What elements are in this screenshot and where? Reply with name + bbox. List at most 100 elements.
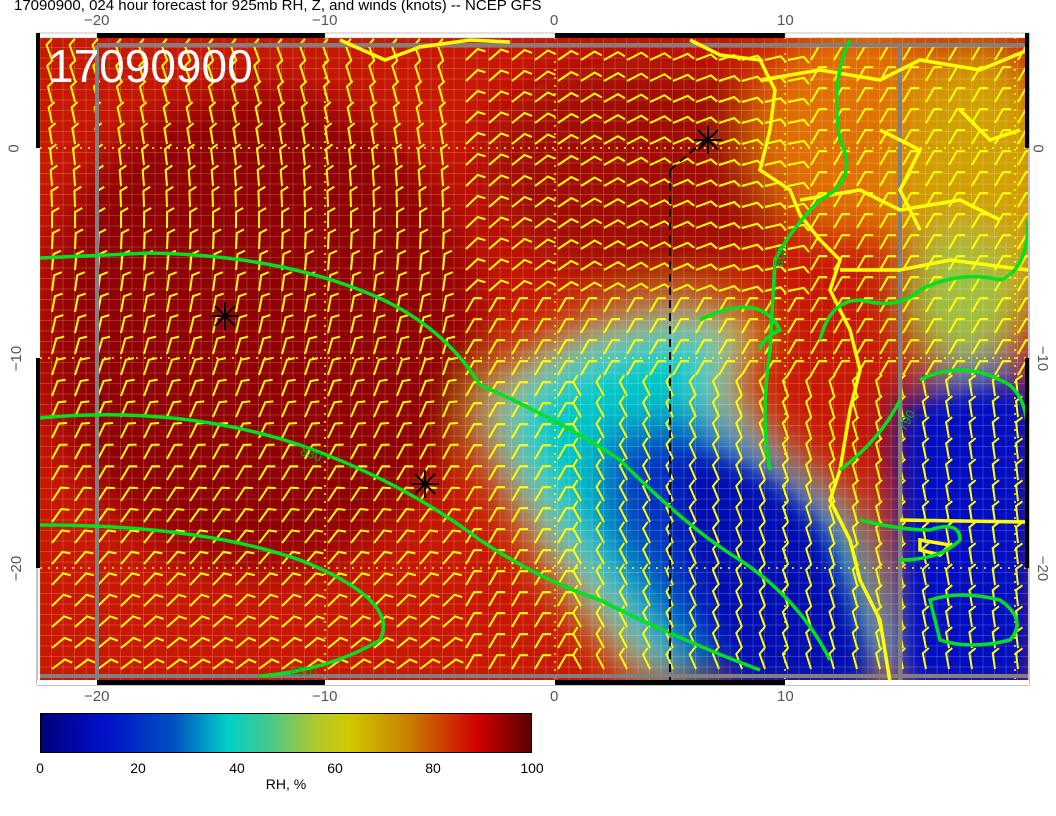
- wind-barb: [833, 360, 851, 376]
- wind-barb: [258, 249, 269, 271]
- wind-barb: [97, 378, 112, 397]
- wind-barb: [968, 395, 977, 418]
- wind-barb: [711, 479, 720, 502]
- wind-barb: [688, 374, 697, 397]
- wind-barb: [257, 185, 266, 208]
- wind-barb: [419, 378, 434, 397]
- wind-barb: [370, 122, 379, 145]
- wind-barb: [465, 47, 486, 61]
- wind-barb: [74, 465, 92, 481]
- wind-barb: [116, 101, 125, 124]
- wind-barb: [442, 378, 457, 397]
- wind-barb: [781, 605, 790, 628]
- wind-barb: [350, 486, 368, 502]
- wind-barb: [189, 335, 203, 355]
- wind-barb: [875, 647, 883, 670]
- wind-barb: [828, 416, 836, 439]
- wind-barb: [805, 542, 813, 565]
- wind-barb: [212, 486, 230, 502]
- wind-barb: [758, 374, 766, 397]
- wind-barb: [51, 615, 72, 628]
- wind-barb: [856, 171, 874, 187]
- wind-barb: [557, 612, 575, 628]
- wind-barb: [212, 443, 229, 460]
- wind-barb: [856, 318, 874, 334]
- wind-barb: [971, 87, 989, 103]
- wind-barb: [718, 318, 736, 334]
- wind-barb: [212, 400, 228, 418]
- wind-barb: [97, 421, 114, 439]
- wind-barb: [166, 486, 184, 502]
- wind-barb: [281, 529, 301, 544]
- wind-barb: [51, 658, 73, 670]
- outer-frame: [36, 32, 1030, 686]
- wind-barb: [925, 129, 943, 145]
- wind-barb: [764, 223, 787, 231]
- wind-barb: [925, 87, 943, 103]
- wind-barb: [488, 591, 506, 607]
- wind-barb: [603, 176, 626, 187]
- wind-barb: [488, 402, 506, 418]
- wind-barb: [641, 500, 651, 523]
- wind-barb: [488, 507, 506, 523]
- wind-barb: [1017, 339, 1028, 355]
- wind-barb: [304, 529, 324, 544]
- wind-barb: [603, 218, 626, 229]
- wind-barb: [672, 94, 695, 103]
- wind-barb: [879, 234, 897, 250]
- wind-barb: [396, 636, 418, 649]
- wind-barb: [534, 49, 556, 61]
- wind-barb: [603, 318, 621, 334]
- wind-barb: [255, 122, 264, 145]
- wind-barb: [781, 521, 790, 544]
- wind-barb: [511, 132, 533, 145]
- wind-barb: [511, 111, 533, 124]
- wind-barb: [595, 647, 605, 670]
- wind-barb: [373, 400, 389, 418]
- wind-barb: [235, 507, 254, 523]
- wind-barb: [120, 228, 130, 250]
- wind-barb: [781, 626, 790, 649]
- wind-barb: [210, 164, 219, 187]
- wind-barb: [1017, 213, 1028, 229]
- wind-barb: [304, 593, 325, 607]
- wind-barb: [641, 626, 651, 649]
- wind-barb: [672, 360, 690, 376]
- wind-barb: [603, 71, 626, 82]
- wind-barb: [1014, 563, 1024, 586]
- wind-barb: [805, 521, 813, 544]
- wind-barb: [235, 271, 247, 292]
- wind-barb: [1014, 500, 1024, 523]
- wind-barb: [672, 52, 695, 61]
- wind-barb: [488, 132, 510, 145]
- wind-barb: [557, 49, 579, 61]
- wind-barb: [711, 605, 720, 628]
- wind-barb: [350, 400, 366, 418]
- wind-barb: [787, 244, 810, 253]
- wind-barb: [419, 615, 440, 628]
- wind-barb: [465, 549, 483, 565]
- wind-barb: [301, 122, 310, 145]
- wind-barb: [322, 80, 331, 103]
- wind-barb: [810, 213, 828, 229]
- wind-barb: [828, 563, 836, 586]
- wind-barb: [438, 101, 447, 124]
- wind-barb: [944, 647, 953, 670]
- wind-barb: [580, 318, 598, 334]
- wind-barb: [603, 281, 626, 292]
- wind-barb: [626, 198, 649, 208]
- wind-barb: [350, 378, 365, 397]
- wind-barb: [415, 101, 424, 124]
- wind-barb: [572, 479, 582, 502]
- wind-barb: [373, 271, 385, 292]
- wind-barb: [603, 297, 621, 313]
- wind-barb: [51, 486, 69, 502]
- wind-barb: [138, 80, 147, 103]
- wind-barb: [396, 207, 405, 229]
- wind-barb: [672, 262, 695, 271]
- wind-barb: [557, 70, 579, 82]
- wind-barb: [419, 550, 439, 565]
- wind-barb: [47, 101, 56, 124]
- wind-barb: [419, 400, 435, 418]
- wind-barb: [787, 297, 805, 313]
